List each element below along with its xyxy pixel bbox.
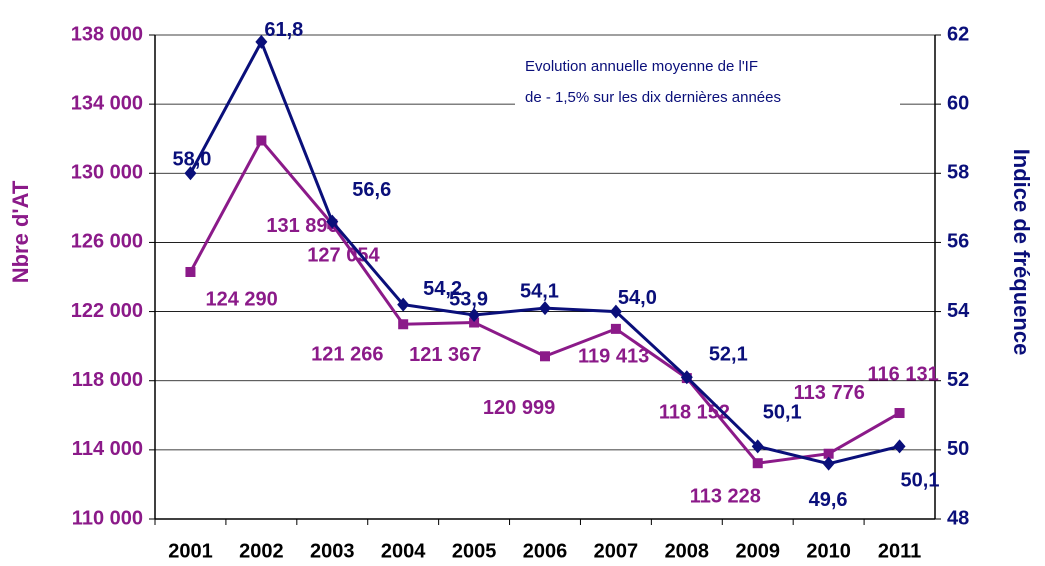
marker xyxy=(823,448,834,459)
data-label: 116 131 xyxy=(868,363,939,385)
data-label: 50,1 xyxy=(763,402,802,424)
y2-tick-label: 62 xyxy=(947,23,969,45)
x-tick-label: 2006 xyxy=(523,540,568,562)
marker xyxy=(184,166,197,181)
data-label: 58,0 xyxy=(172,149,211,171)
data-label: 121 266 xyxy=(311,344,383,366)
data-label: 53,9 xyxy=(449,288,488,310)
x-tick-label: 2007 xyxy=(594,540,639,562)
y2-tick-label: 60 xyxy=(947,92,969,114)
data-label: 124 290 xyxy=(205,288,277,310)
marker xyxy=(751,439,764,454)
y2-tick-label: 48 xyxy=(947,507,969,529)
marker xyxy=(185,266,196,277)
data-label: 49,6 xyxy=(809,489,848,511)
data-label: 118 152 xyxy=(659,401,730,423)
marker xyxy=(469,317,480,328)
y-tick-label: 134 000 xyxy=(71,92,143,114)
marker xyxy=(894,408,905,419)
data-label: 54,0 xyxy=(618,287,657,309)
y2-tick-label: 52 xyxy=(947,369,969,391)
marker xyxy=(256,135,267,146)
x-tick-label: 2010 xyxy=(806,540,851,562)
marker xyxy=(468,308,481,323)
y2-tick-label: 56 xyxy=(947,231,969,253)
data-label: 113 228 xyxy=(690,485,761,507)
data-label: 120 999 xyxy=(483,397,555,419)
data-label: 61,8 xyxy=(264,19,303,41)
y-tick-label: 126 000 xyxy=(71,231,143,253)
y-axis-label: Nbre d'AT xyxy=(8,180,33,283)
marker xyxy=(398,319,409,330)
marker xyxy=(540,351,550,362)
y2-tick-label: 54 xyxy=(947,300,970,322)
data-label: 52,1 xyxy=(709,344,748,366)
data-label: 131 896 xyxy=(266,215,338,237)
data-label: 54,2 xyxy=(423,278,462,300)
y-tick-label: 122 000 xyxy=(71,300,143,322)
marker xyxy=(680,370,693,385)
x-tick-label: 2009 xyxy=(735,540,780,562)
x-tick-label: 2003 xyxy=(310,540,355,562)
marker xyxy=(539,301,551,316)
y-tick-label: 130 000 xyxy=(71,162,143,184)
data-label: 127 054 xyxy=(307,244,380,266)
data-label: 119 413 xyxy=(578,346,649,368)
y-tick-label: 118 000 xyxy=(72,369,143,391)
marker xyxy=(609,304,622,319)
annotation: Evolution annuelle moyenne de l'IF xyxy=(525,58,758,75)
x-tick-label: 2008 xyxy=(665,540,710,562)
data-label: 121 367 xyxy=(409,344,481,366)
y2-tick-label: 58 xyxy=(947,162,969,184)
marker xyxy=(893,439,906,454)
x-tick-label: 2002 xyxy=(239,540,284,562)
annotation: de - 1,5% sur les dix dernières années xyxy=(525,89,781,106)
marker xyxy=(255,34,268,49)
marker xyxy=(326,214,339,229)
data-label: 54,1 xyxy=(520,280,559,302)
x-tick-label: 2001 xyxy=(168,540,213,562)
marker xyxy=(822,456,835,471)
x-tick-label: 2004 xyxy=(381,540,426,562)
data-label: 50,1 xyxy=(901,470,940,492)
y2-axis-label: Indice de fréquence xyxy=(1009,149,1034,356)
y-tick-label: 114 000 xyxy=(72,438,143,460)
data-label: 56,6 xyxy=(352,179,391,201)
annotation-bg xyxy=(515,50,900,116)
x-tick-label: 2011 xyxy=(878,540,921,562)
marker xyxy=(610,323,621,334)
y-tick-label: 138 000 xyxy=(71,23,143,45)
marker xyxy=(397,297,410,312)
marker xyxy=(752,458,763,469)
data-label: 113 776 xyxy=(794,382,865,404)
y2-tick-label: 50 xyxy=(947,438,969,460)
y-tick-label: 110 000 xyxy=(72,507,143,529)
x-tick-label: 2005 xyxy=(452,540,497,562)
